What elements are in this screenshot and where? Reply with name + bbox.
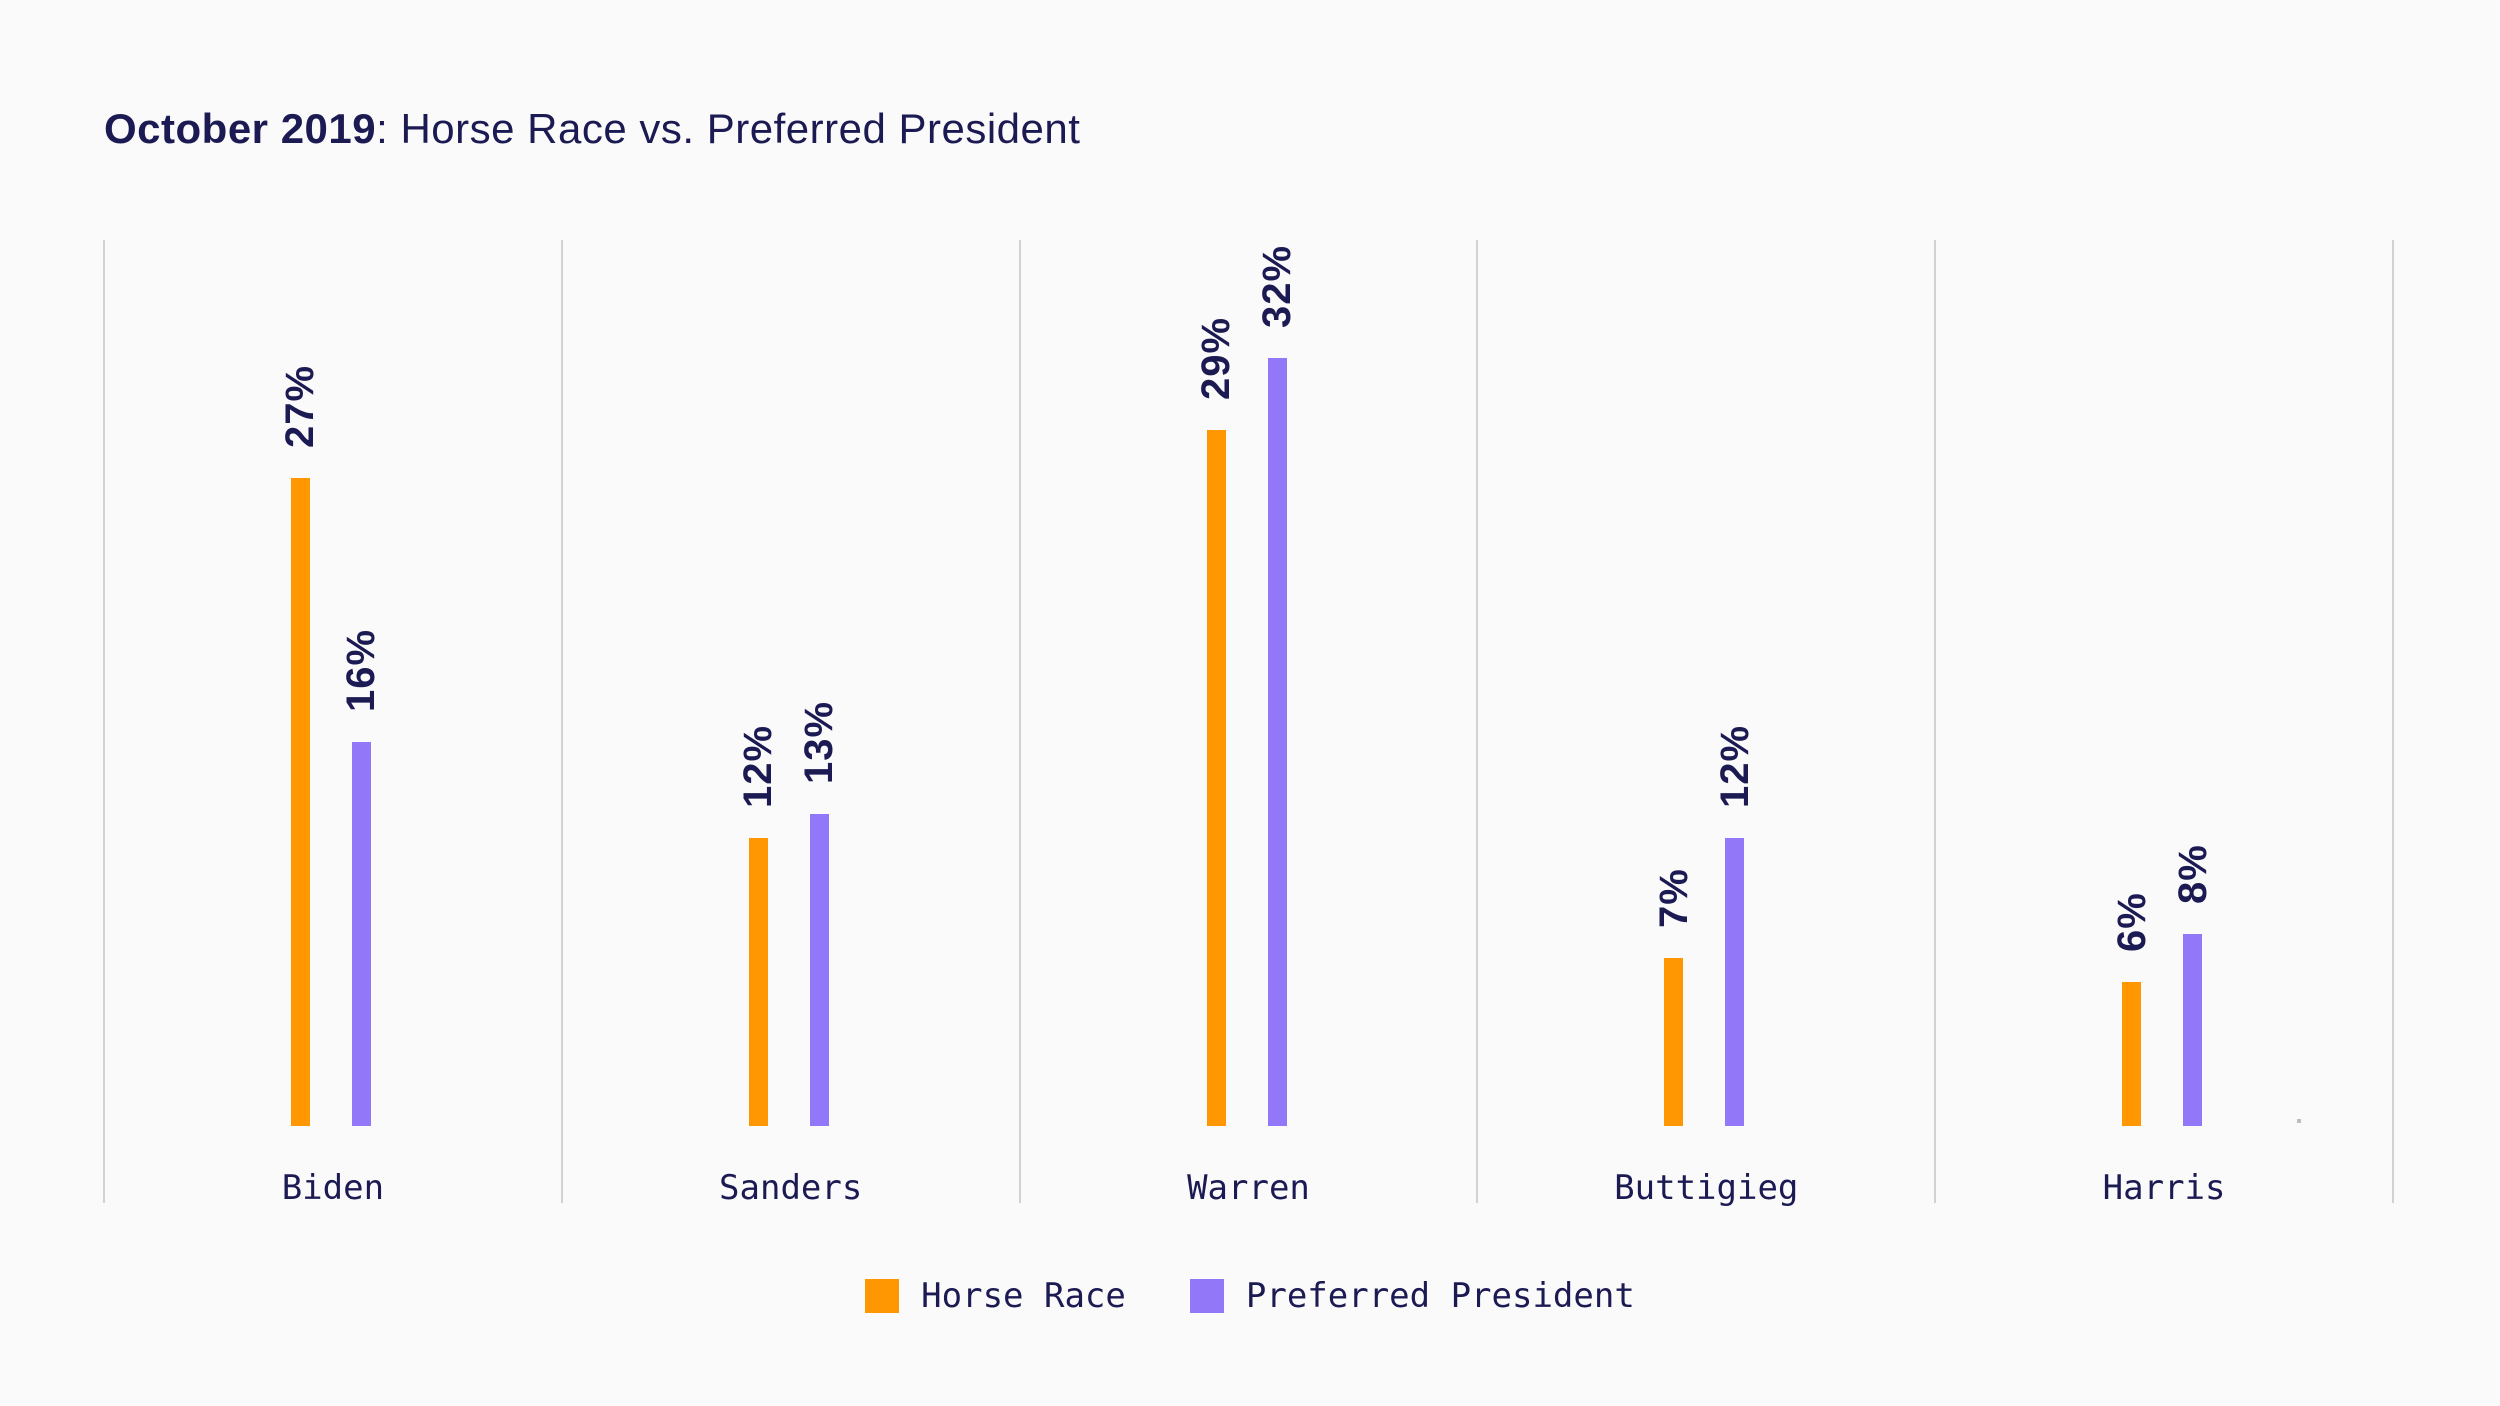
value-label-text: 8% [2170,844,2215,904]
value-label-text: 27% [278,364,323,448]
value-label-text: 6% [2109,892,2154,952]
gridline [1934,240,1937,1203]
value-label-text: 13% [797,700,842,784]
bar-horse-race-harris [2122,982,2142,1126]
x-axis-label-harris: Harris [2102,1168,2226,1208]
bar-horse-race-warren [1206,430,1226,1126]
value-label-text: 7% [1651,868,1696,928]
bar-horse-race-sanders [748,838,768,1126]
value-label-text: 29% [1194,316,1238,400]
gridline [103,240,105,1203]
gridline [560,240,563,1203]
bar-horse-race-biden [290,478,310,1126]
x-axis-label-biden: Biden [281,1168,385,1208]
bar-preferred-president-sanders [809,814,829,1126]
gridline [1018,240,1021,1203]
value-label-text: 16% [339,628,384,712]
legend-swatch-preferred-president [1189,1279,1224,1313]
legend-item-horse-race: Horse Race [865,1276,1126,1316]
stray-pixel-artifact [2297,1119,2301,1123]
bar-preferred-president-buttigieg [1725,838,1745,1126]
chart-title: October 2019: Horse Race vs. Preferred P… [104,100,1080,158]
x-axis-label-buttigieg: Buttigieg [1614,1168,1799,1208]
x-axis-label-sanders: Sanders [719,1168,863,1208]
value-label-text: 32% [1255,244,1299,328]
legend-swatch-horse-race [865,1279,900,1313]
bar-horse-race-buttigieg [1664,958,1684,1126]
bar-preferred-president-warren [1267,358,1287,1126]
legend-item-preferred-president: Preferred President [1189,1276,1635,1316]
legend-label-preferred-president: Preferred President [1245,1276,1635,1316]
gridline [1476,240,1479,1203]
gridline [2392,240,2394,1203]
value-label-text: 12% [736,724,781,808]
chart-title-subtitle: : Horse Race vs. Preferred President [376,105,1081,152]
x-axis-label-warren: Warren [1187,1168,1310,1208]
chart-title-period: October 2019 [104,105,377,152]
value-label-text: 12% [1712,724,1757,808]
chart-legend: Horse Race Preferred President [0,1276,2500,1316]
bar-preferred-president-harris [2183,934,2203,1126]
legend-label-horse-race: Horse Race [921,1276,1126,1316]
bar-preferred-president-biden [351,742,371,1126]
